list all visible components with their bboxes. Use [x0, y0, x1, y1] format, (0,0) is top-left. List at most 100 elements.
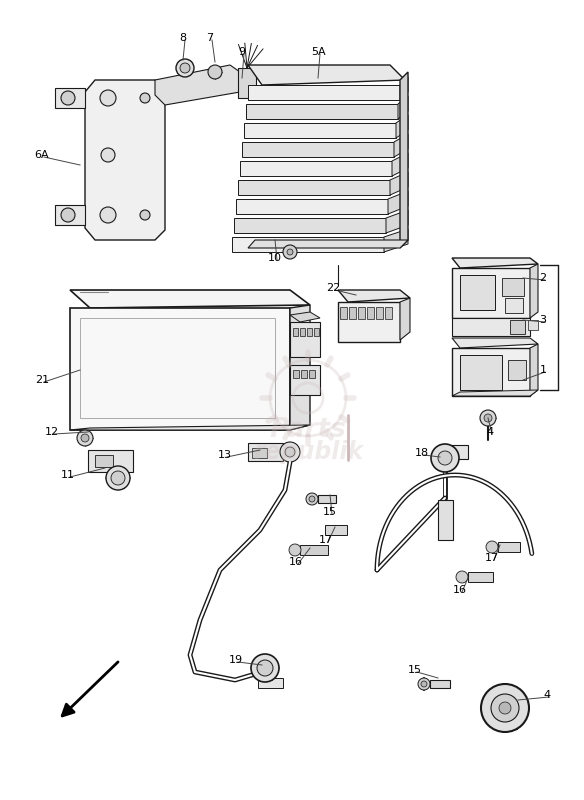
- Circle shape: [480, 410, 496, 426]
- Text: 2: 2: [540, 273, 547, 283]
- Polygon shape: [398, 96, 408, 119]
- Polygon shape: [240, 161, 392, 176]
- Polygon shape: [452, 338, 538, 348]
- Polygon shape: [242, 142, 394, 157]
- Polygon shape: [394, 134, 408, 157]
- Bar: [452, 268, 530, 318]
- Polygon shape: [236, 199, 388, 214]
- Circle shape: [180, 63, 190, 73]
- Bar: [528, 320, 538, 330]
- Bar: [498, 542, 520, 552]
- Polygon shape: [248, 85, 400, 100]
- Bar: [252, 448, 267, 458]
- Text: republik: republik: [253, 440, 363, 464]
- Bar: [88, 450, 133, 472]
- Bar: [290, 322, 320, 357]
- Text: 13: 13: [218, 450, 232, 460]
- Circle shape: [257, 660, 273, 676]
- Polygon shape: [70, 425, 310, 430]
- Polygon shape: [530, 264, 538, 318]
- Polygon shape: [55, 205, 85, 225]
- Text: 18: 18: [415, 448, 429, 458]
- Bar: [95, 455, 113, 467]
- Circle shape: [251, 654, 279, 682]
- Bar: [358, 307, 365, 319]
- Circle shape: [61, 208, 75, 222]
- Bar: [325, 525, 347, 535]
- Circle shape: [309, 496, 315, 502]
- Bar: [430, 680, 450, 688]
- Text: 4: 4: [544, 690, 551, 700]
- Polygon shape: [338, 290, 410, 302]
- Bar: [349, 307, 356, 319]
- Circle shape: [499, 702, 511, 714]
- Circle shape: [208, 65, 222, 79]
- Bar: [309, 370, 315, 378]
- Polygon shape: [400, 77, 408, 100]
- Polygon shape: [290, 312, 320, 322]
- Text: 8: 8: [179, 33, 186, 43]
- Polygon shape: [232, 237, 384, 252]
- Polygon shape: [85, 80, 165, 240]
- Circle shape: [61, 91, 75, 105]
- Polygon shape: [390, 172, 408, 195]
- Circle shape: [106, 466, 130, 490]
- Bar: [510, 320, 525, 334]
- Bar: [376, 307, 383, 319]
- Circle shape: [140, 210, 150, 220]
- Polygon shape: [70, 290, 310, 308]
- Text: 15: 15: [323, 507, 337, 517]
- Circle shape: [484, 414, 492, 422]
- Bar: [452, 348, 530, 396]
- Bar: [505, 298, 523, 313]
- Bar: [340, 307, 347, 319]
- Text: 10: 10: [268, 253, 282, 263]
- Circle shape: [431, 444, 459, 472]
- Circle shape: [101, 148, 115, 162]
- Text: 12: 12: [45, 427, 59, 437]
- Circle shape: [421, 681, 427, 687]
- Polygon shape: [155, 65, 240, 105]
- Polygon shape: [55, 88, 85, 108]
- Circle shape: [100, 90, 116, 106]
- Circle shape: [176, 59, 194, 77]
- Text: 4: 4: [486, 427, 493, 437]
- Bar: [300, 545, 328, 555]
- Text: 22: 22: [326, 283, 340, 293]
- Polygon shape: [452, 390, 538, 396]
- Circle shape: [456, 571, 468, 583]
- Bar: [460, 275, 495, 310]
- Polygon shape: [400, 298, 410, 340]
- Polygon shape: [70, 308, 290, 430]
- Bar: [248, 443, 283, 461]
- Circle shape: [481, 684, 529, 732]
- Polygon shape: [388, 191, 408, 214]
- Circle shape: [418, 678, 430, 690]
- Text: 11: 11: [61, 470, 75, 480]
- Bar: [314, 328, 319, 336]
- Polygon shape: [246, 104, 398, 119]
- Bar: [438, 445, 468, 459]
- Text: 19: 19: [229, 655, 243, 665]
- Polygon shape: [234, 218, 386, 233]
- Circle shape: [280, 442, 300, 462]
- Circle shape: [111, 471, 125, 485]
- Polygon shape: [396, 115, 408, 138]
- Bar: [508, 360, 526, 380]
- Text: 9: 9: [238, 47, 245, 57]
- Bar: [80, 318, 275, 418]
- Polygon shape: [530, 344, 538, 396]
- Bar: [307, 328, 312, 336]
- Circle shape: [491, 694, 519, 722]
- Polygon shape: [384, 229, 408, 252]
- Bar: [300, 328, 305, 336]
- Bar: [438, 500, 453, 540]
- Circle shape: [287, 249, 293, 255]
- Polygon shape: [392, 153, 408, 176]
- Bar: [468, 572, 493, 582]
- Text: 15: 15: [408, 665, 422, 675]
- Bar: [452, 318, 530, 336]
- Circle shape: [306, 493, 318, 505]
- Text: 5A: 5A: [311, 47, 325, 57]
- Bar: [301, 370, 307, 378]
